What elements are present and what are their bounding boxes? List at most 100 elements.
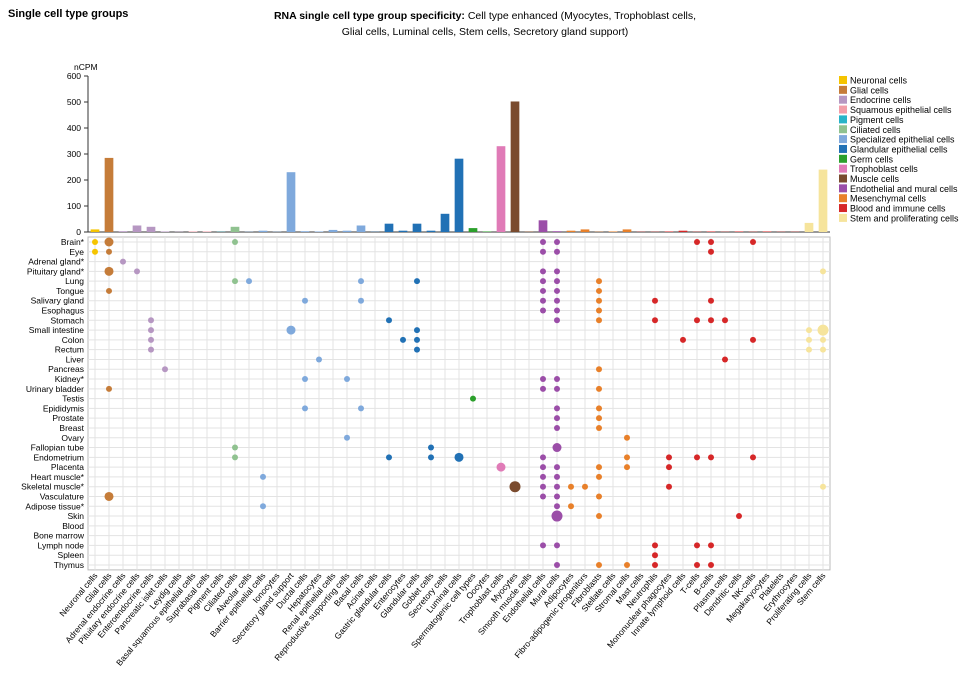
dot: [554, 376, 560, 383]
dot: [722, 317, 728, 324]
bar: [258, 230, 268, 232]
dot: [652, 542, 658, 549]
dot: [246, 278, 252, 285]
bar: [538, 220, 548, 232]
dot: [694, 239, 700, 245]
tissue-label: Placenta: [51, 462, 84, 472]
bar: [384, 223, 394, 232]
dot: [596, 424, 602, 431]
dot: [554, 562, 560, 568]
dot: [540, 385, 546, 392]
tissue-label: Small intestine: [29, 325, 85, 335]
legend-swatch: [839, 76, 847, 84]
dot: [552, 443, 562, 453]
dot: [596, 366, 602, 373]
tissue-label: Vasculature: [40, 491, 85, 501]
dot: [554, 239, 560, 245]
dot: [232, 239, 238, 245]
dot: [344, 434, 350, 441]
bar: [524, 231, 534, 232]
tissue-label: Brain*: [61, 237, 85, 247]
dot: [316, 356, 322, 363]
dot: [260, 473, 266, 480]
dot: [358, 405, 364, 412]
tissue-label: Spleen: [58, 550, 85, 560]
bar-chart: nCPM 0 100 200 300 400 500 600: [67, 62, 830, 237]
dot: [624, 562, 630, 568]
bar: [146, 226, 156, 232]
tissue-label: Colon: [62, 335, 84, 345]
dot: [400, 336, 406, 343]
dot: [104, 266, 114, 276]
dot: [106, 287, 112, 294]
tissue-label: Fallopian tube: [31, 443, 85, 453]
dot: [680, 336, 686, 343]
legend-label: Muscle cells: [850, 174, 900, 184]
bar: [734, 231, 744, 232]
legend-label: Mesenchymal cells: [850, 194, 927, 204]
dot: [540, 297, 546, 304]
dot: [454, 452, 464, 462]
dot: [232, 454, 238, 461]
dot: [92, 239, 98, 245]
legend-swatch: [839, 85, 847, 94]
bar: [328, 229, 338, 232]
tissue-label: Eye: [69, 247, 84, 257]
dot: [120, 258, 126, 265]
tissue-label: Thymus: [54, 560, 84, 570]
dot: [540, 268, 546, 275]
tissue-label: Adrenal gland*: [28, 257, 84, 267]
dot: [554, 307, 560, 314]
legend-label: Squamous epithelial cells: [850, 105, 952, 115]
legend-label: Blood and immune cells: [850, 204, 946, 214]
dot: [820, 268, 826, 275]
dot: [750, 239, 756, 245]
bar: [454, 158, 464, 232]
dot: [554, 385, 560, 392]
dot: [414, 346, 420, 353]
legend-swatch: [839, 154, 847, 163]
bar: [482, 231, 492, 232]
dot: [414, 327, 420, 334]
dot: [104, 491, 114, 501]
tissue-label: Salivary gland: [31, 296, 85, 306]
dot: [104, 237, 114, 247]
bar: [104, 157, 114, 232]
dot: [344, 376, 350, 383]
legend-swatch: [839, 213, 847, 222]
dot: [694, 542, 700, 549]
dot: [708, 248, 714, 255]
tissue-label: Skin: [67, 511, 84, 521]
dot: [582, 483, 588, 490]
bar: [286, 172, 296, 232]
dot: [806, 336, 812, 343]
dot: [750, 336, 756, 343]
dot: [554, 405, 560, 412]
bar: [132, 225, 142, 232]
dot: [750, 454, 756, 461]
y-tick-label: 600: [67, 71, 81, 81]
tissue-label: Testis: [62, 394, 84, 404]
tissue-label: Tongue: [56, 286, 84, 296]
dot: [708, 454, 714, 461]
tissue-label: Bone marrow: [33, 531, 84, 541]
bar: [762, 231, 772, 232]
tissue-label: Endometrium: [33, 452, 84, 462]
dot: [414, 278, 420, 285]
dot: [596, 464, 602, 471]
bar: [188, 231, 198, 232]
dot: [509, 481, 521, 493]
y-tick-label: 100: [67, 201, 81, 211]
legend-label: Pigment cells: [850, 115, 904, 125]
tissue-label: Urinary bladder: [26, 384, 84, 394]
y-tick-label: 200: [67, 175, 81, 185]
dot: [694, 562, 700, 568]
dot: [302, 405, 308, 412]
legend-label: Ciliated cells: [850, 125, 901, 135]
tissue-label: Blood: [62, 521, 84, 531]
dot: [820, 336, 826, 343]
tissue-label: Epididymis: [43, 403, 84, 413]
bar: [118, 231, 128, 232]
